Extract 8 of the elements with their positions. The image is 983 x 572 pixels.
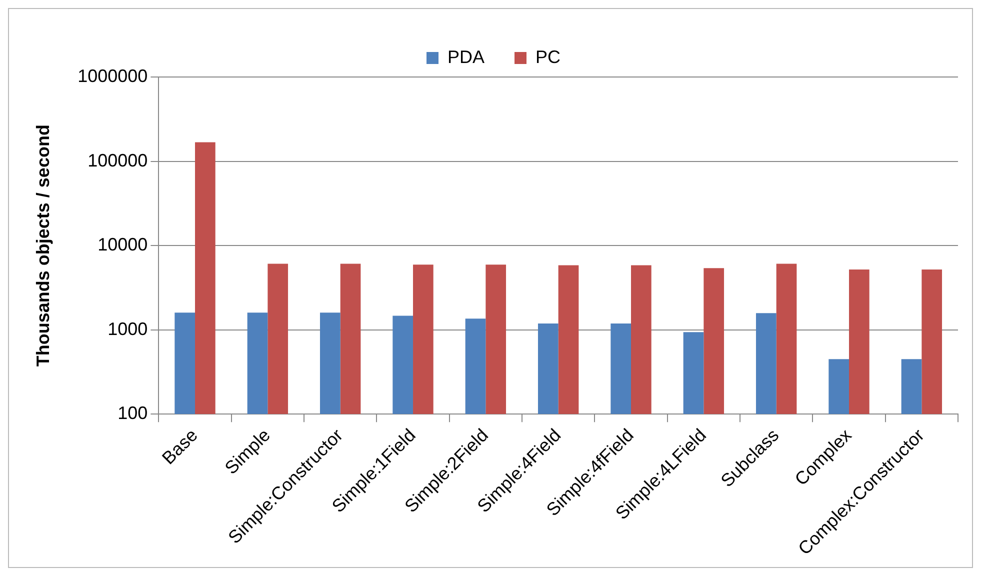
y-tick-label: 100 (118, 403, 148, 424)
y-tick-label: 100000 (88, 150, 148, 170)
legend-label: PDA (447, 46, 485, 67)
y-tick-label: 1000000 (78, 66, 148, 86)
y-axis-title: Thousands objects / second (32, 124, 53, 367)
y-tick-label: 10000 (98, 234, 148, 255)
legend-label: PC (536, 46, 561, 67)
y-tick-label: 1000 (108, 318, 148, 339)
